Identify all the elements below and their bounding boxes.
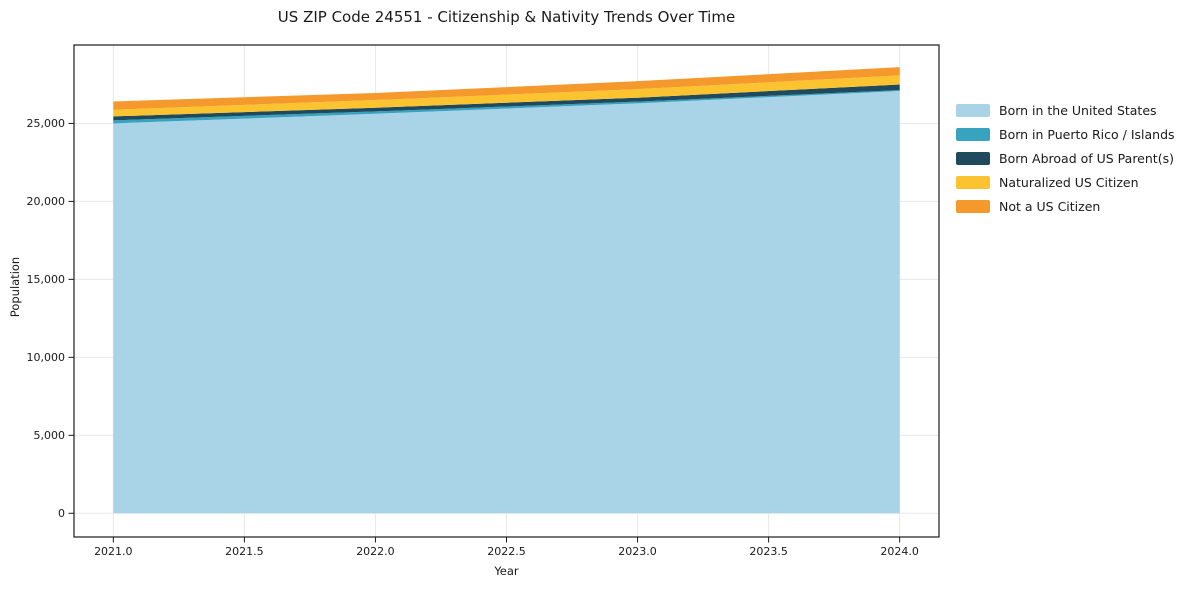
x-tick-label: 2021.5: [225, 545, 264, 558]
legend-item-3: Naturalized US Citizen: [956, 176, 1175, 189]
x-tick-label: 2022.5: [487, 545, 526, 558]
legend-label: Not a US Citizen: [999, 199, 1101, 214]
legend-item-1: Born in Puerto Rico / Islands: [956, 128, 1175, 141]
x-tick-label: 2023.5: [749, 545, 788, 558]
legend-swatch: [956, 176, 990, 189]
ticks: 2021.0 2021.5 2022.0 2022.5 2023.0 2023.5 2024…: [27, 117, 919, 558]
area-series-group: [113, 67, 900, 514]
legend-item-0: Born in the United States: [956, 104, 1175, 117]
legend-item-2: Born Abroad of US Parent(s): [956, 152, 1175, 165]
y-tick-label: 15,000: [27, 273, 66, 286]
legend-label: Born Abroad of US Parent(s): [999, 151, 1174, 166]
area-series-3: [113, 75, 900, 117]
area-series-2: [113, 84, 900, 121]
legend-label: Born in Puerto Rico / Islands: [999, 127, 1175, 142]
legend-swatch: [956, 128, 990, 141]
x-axis-label: Year: [494, 564, 519, 578]
area-series-4: [113, 67, 900, 110]
chart-title: US ZIP Code 24551 - Citizenship & Nativi…: [277, 8, 736, 26]
x-tick-label: 2022.0: [356, 545, 395, 558]
y-tick-label: 5,000: [34, 429, 66, 442]
legend-label: Naturalized US Citizen: [999, 175, 1139, 190]
legend-label: Born in the United States: [999, 103, 1157, 118]
legend-swatch: [956, 104, 990, 117]
x-tick-label: 2021.0: [94, 545, 133, 558]
area-series-0: [113, 91, 900, 514]
y-tick-label: 20,000: [27, 195, 66, 208]
x-tick-label: 2023.0: [618, 545, 657, 558]
y-tick-label: 0: [58, 507, 65, 520]
y-tick-label: 25,000: [27, 117, 66, 130]
legend-swatch: [956, 152, 990, 165]
legend: Born in the United States Born in Puerto …: [956, 104, 1175, 224]
legend-item-4: Not a US Citizen: [956, 200, 1175, 213]
y-axis-label: Population: [8, 256, 22, 318]
y-tick-label: 10,000: [27, 351, 66, 364]
area-series-1: [113, 90, 900, 124]
legend-swatch: [956, 200, 990, 213]
x-tick-label: 2024.0: [880, 545, 919, 558]
